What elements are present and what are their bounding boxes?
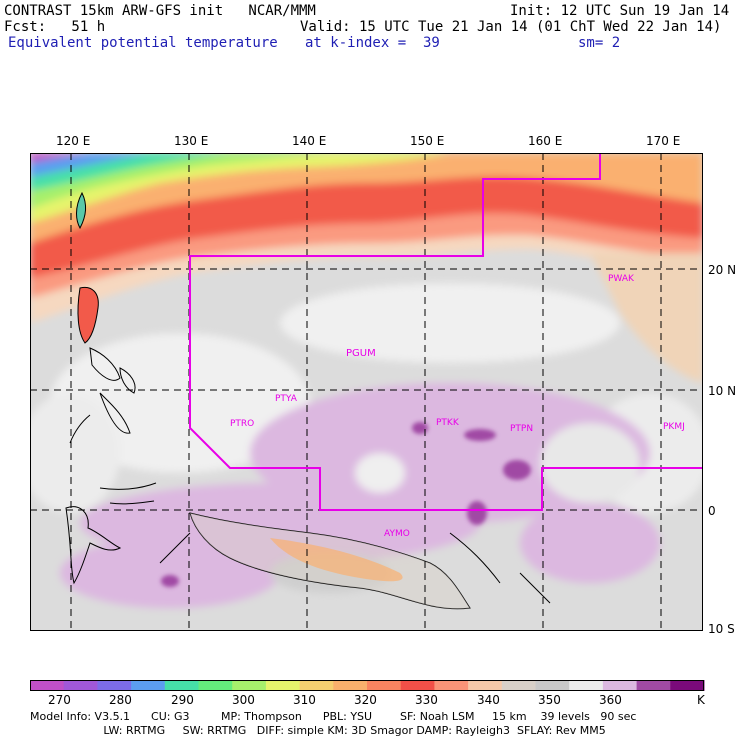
colorbar-swatch (97, 680, 132, 691)
colorbar-swatch (434, 680, 469, 691)
smoothing: sm= 2 (578, 35, 621, 51)
lat-label: 10 N (708, 384, 737, 398)
lon-label: 120 E (56, 134, 91, 148)
forecast-hour: Fcst: 51 h (4, 19, 106, 35)
colorbar-swatch (232, 680, 267, 691)
lat-label: 10 S (708, 622, 735, 636)
colorbar-swatch (131, 680, 166, 691)
coastlines (65, 191, 551, 610)
colorbar-swatch (299, 680, 334, 691)
colorbar-swatch (501, 680, 536, 691)
colorbar-swatch (468, 680, 503, 691)
colorbar-swatch (265, 680, 301, 691)
station-label: PGUM (346, 348, 376, 359)
colorbar-label: 290 (171, 693, 194, 707)
colorbar-swatch (569, 680, 604, 691)
colorbar-swatch (400, 680, 435, 691)
colorbar-label: 270 (48, 693, 71, 707)
lon-label: 150 E (410, 134, 445, 148)
station-label: PTYA (275, 394, 298, 404)
colorbar-swatch (63, 680, 98, 691)
model-title: CONTRAST 15km ARW-GFS init NCAR/MMM (4, 3, 316, 19)
valid-time: Valid: 15 UTC Tue 21 Jan 14 (01 ChT Wed … (300, 19, 722, 35)
colorbar-swatch (602, 680, 638, 691)
colorbar-label: 320 (354, 693, 377, 707)
colorbar-swatch (670, 680, 705, 691)
colorbar-swatch (535, 680, 570, 691)
colorbar-swatch (30, 680, 65, 691)
lon-label: 130 E (174, 134, 209, 148)
station-label: PWAK (608, 274, 635, 284)
lat-label: 20 N (708, 263, 737, 277)
colorbar-label: 330 (415, 693, 438, 707)
model-info-line2: LW: RRTMG SW: RRTMG DIFF: simple KM: 3D … (30, 724, 606, 737)
colorbar-label: 310 (293, 693, 316, 707)
lon-label: 160 E (528, 134, 563, 148)
colorbar-swatch (636, 680, 671, 691)
subdomain-boundary (189, 153, 703, 511)
field-name: Equivalent potential temperature (8, 35, 278, 51)
colorbar-swatch (198, 680, 233, 691)
station-label: PTKK (436, 418, 460, 428)
theta-e-map: PWAK PGUM PTYA PTRO PTKK PTPN PKMJ AYMO (30, 153, 703, 631)
colorbar-swatch (164, 680, 199, 691)
model-info-line1: Model Info: V3.5.1 CU: G3 MP: Thompson P… (30, 710, 637, 723)
station-label: PTPN (510, 424, 533, 434)
station-label: AYMO (384, 529, 410, 539)
colorbar-label: 350 (538, 693, 561, 707)
lon-label: 140 E (292, 134, 327, 148)
level-index: at k-index = 39 (305, 35, 440, 51)
init-time: Init: 12 UTC Sun 19 Jan 14 (510, 3, 730, 19)
colorbar-label: 300 (232, 693, 255, 707)
colorbar-label: 360 (599, 693, 622, 707)
station-label: PKMJ (663, 422, 685, 432)
station-label: PTRO (230, 419, 254, 429)
colorbar-unit: K (697, 693, 705, 707)
lat-label: 0 (708, 504, 716, 518)
colorbar (30, 680, 705, 691)
lon-label: 170 E (646, 134, 681, 148)
colorbar-label: 340 (477, 693, 500, 707)
colorbar-swatch (333, 680, 368, 691)
colorbar-swatch (367, 680, 402, 691)
colorbar-label: 280 (109, 693, 132, 707)
